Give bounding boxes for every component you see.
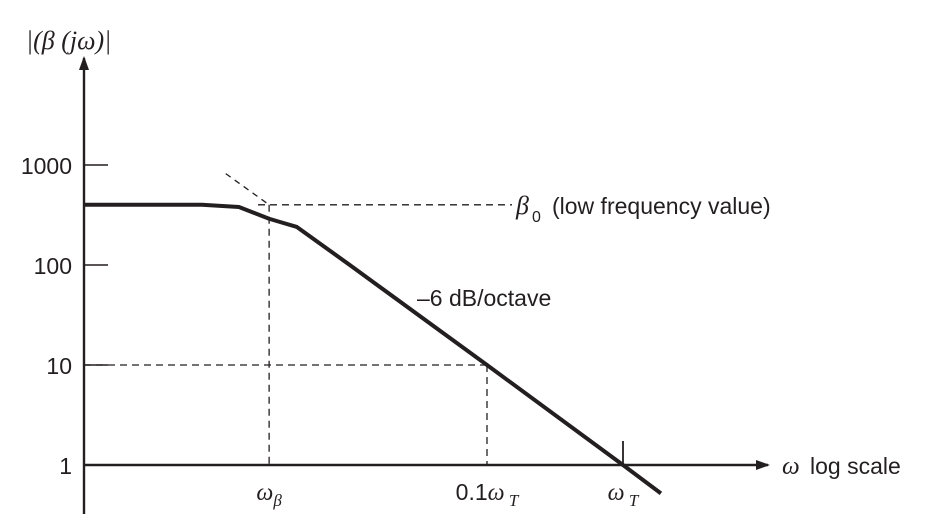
beta0-annotation: β 0 (low frequency value) (515, 191, 771, 226)
y-tick-label: 10 (46, 353, 72, 379)
x-ticks: ωβ 0.1ω T ω T (256, 441, 640, 510)
y-axis-label: |(β (jω)| (26, 26, 111, 55)
y-tick-label: 1 (59, 453, 72, 479)
svg-text:0: 0 (532, 209, 541, 226)
svg-text:ω: ω (782, 453, 800, 480)
x-tick-label: ω T (608, 480, 640, 510)
y-ticks: 1 10 100 1000 (21, 153, 108, 479)
series-group (84, 173, 663, 496)
y-tick-label: 100 (34, 253, 72, 279)
svg-text:(low frequency value): (low frequency value) (552, 193, 771, 219)
x-tick-label: 0.1ω T (456, 479, 520, 510)
slope-annotation: –6 dB/octave (417, 285, 551, 311)
y-tick-label: 1000 (21, 153, 72, 179)
guide-lines (84, 204, 512, 465)
svg-text:0.1ω T: 0.1ω T (456, 479, 520, 510)
svg-text:ωβ: ωβ (256, 480, 282, 510)
svg-text:β: β (515, 191, 529, 220)
x-axis-label: ω log scale (782, 453, 901, 480)
response-curve (84, 202, 663, 496)
x-tick-label: ωβ (256, 480, 282, 510)
asymptote-line (225, 173, 270, 206)
svg-text:log scale: log scale (810, 453, 901, 479)
svg-text:ω T: ω T (608, 480, 640, 510)
